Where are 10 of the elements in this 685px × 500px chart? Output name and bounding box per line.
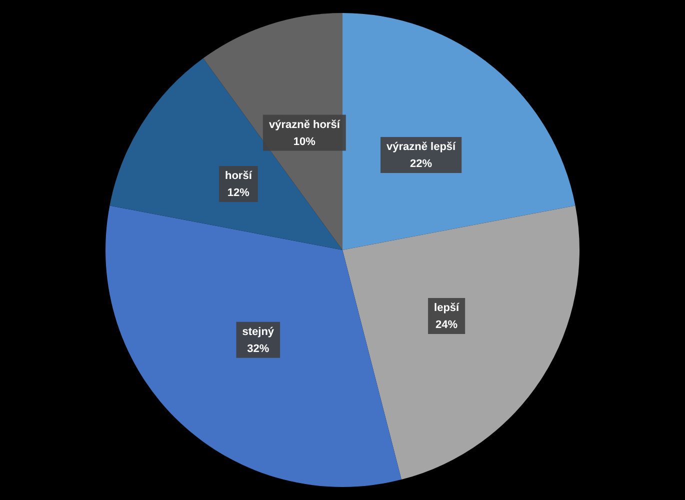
slice-label: stejný <box>242 326 275 338</box>
data-label: 32% <box>247 342 270 355</box>
slice-label: lepší <box>434 302 460 314</box>
data-label: 12% <box>227 186 250 199</box>
data-label: 24% <box>436 319 458 332</box>
data-label: 22% <box>410 158 432 170</box>
slice-label: horší <box>224 170 253 182</box>
slice-label: výrazně horší <box>268 118 341 131</box>
slice-label: výrazně lepší <box>386 141 457 154</box>
data-label: 10% <box>293 136 316 148</box>
